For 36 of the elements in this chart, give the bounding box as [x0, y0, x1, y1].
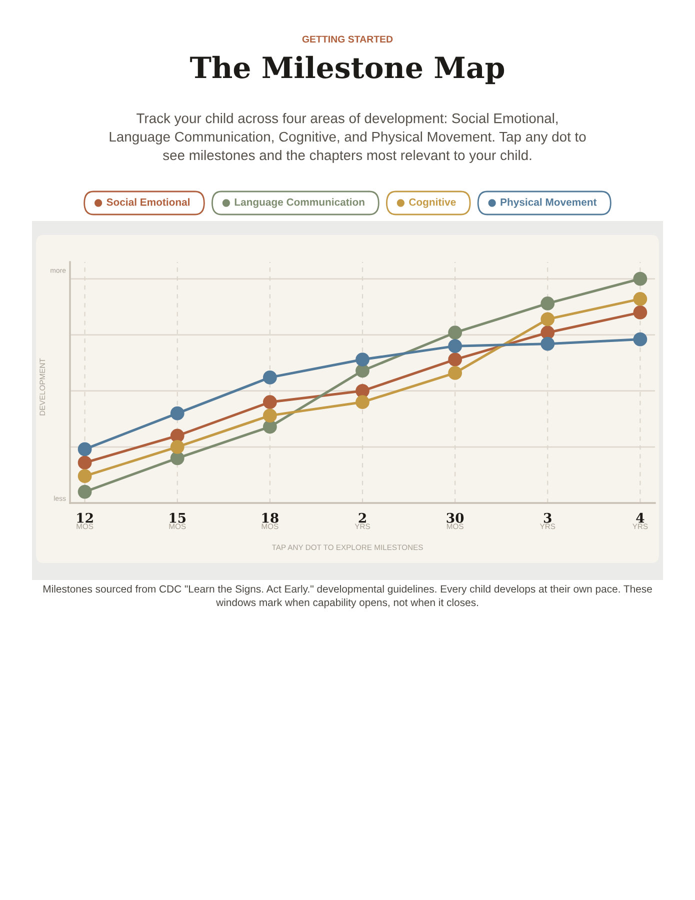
point [448, 326, 462, 340]
chart-title: The Milestone Map [190, 56, 504, 84]
point [262, 420, 277, 434]
point [633, 292, 648, 306]
point [78, 456, 92, 470]
point [633, 272, 648, 286]
point [78, 469, 92, 484]
point [356, 352, 370, 366]
point [540, 312, 555, 326]
legend-label: Language Communication [234, 198, 364, 208]
chart-subtitle: Track your child across four areas of development: Social Emotional, Language Communication, Cognitive, and Physical Movement. Tap any dot to see milestones and the chapters most relevant to your child. [110, 113, 586, 163]
point [540, 336, 555, 351]
point [262, 408, 277, 423]
point [78, 442, 92, 456]
point [78, 484, 92, 499]
point [448, 366, 462, 380]
text: GETTING STARTED [302, 36, 393, 43]
point [356, 395, 370, 410]
point [170, 440, 184, 454]
text: Milestones sourced from CDC "Learn the Signs. Act Early." developmental guidelines. Every child develops at their own pace. These windows mark when capability opens, not when it closes. [43, 585, 652, 608]
point [262, 370, 277, 384]
legend-label: Physical Movement [500, 198, 597, 208]
legend-label: Cognitive [409, 198, 456, 208]
point [170, 406, 184, 420]
point [262, 395, 277, 410]
point [448, 339, 462, 354]
point [540, 326, 555, 340]
point [170, 451, 184, 466]
point [356, 384, 370, 398]
legend-label: Social Emotional [106, 198, 190, 206]
point [540, 296, 555, 310]
point [633, 305, 648, 320]
point [633, 332, 648, 346]
point [356, 364, 370, 378]
point [170, 428, 184, 443]
point [448, 352, 462, 366]
